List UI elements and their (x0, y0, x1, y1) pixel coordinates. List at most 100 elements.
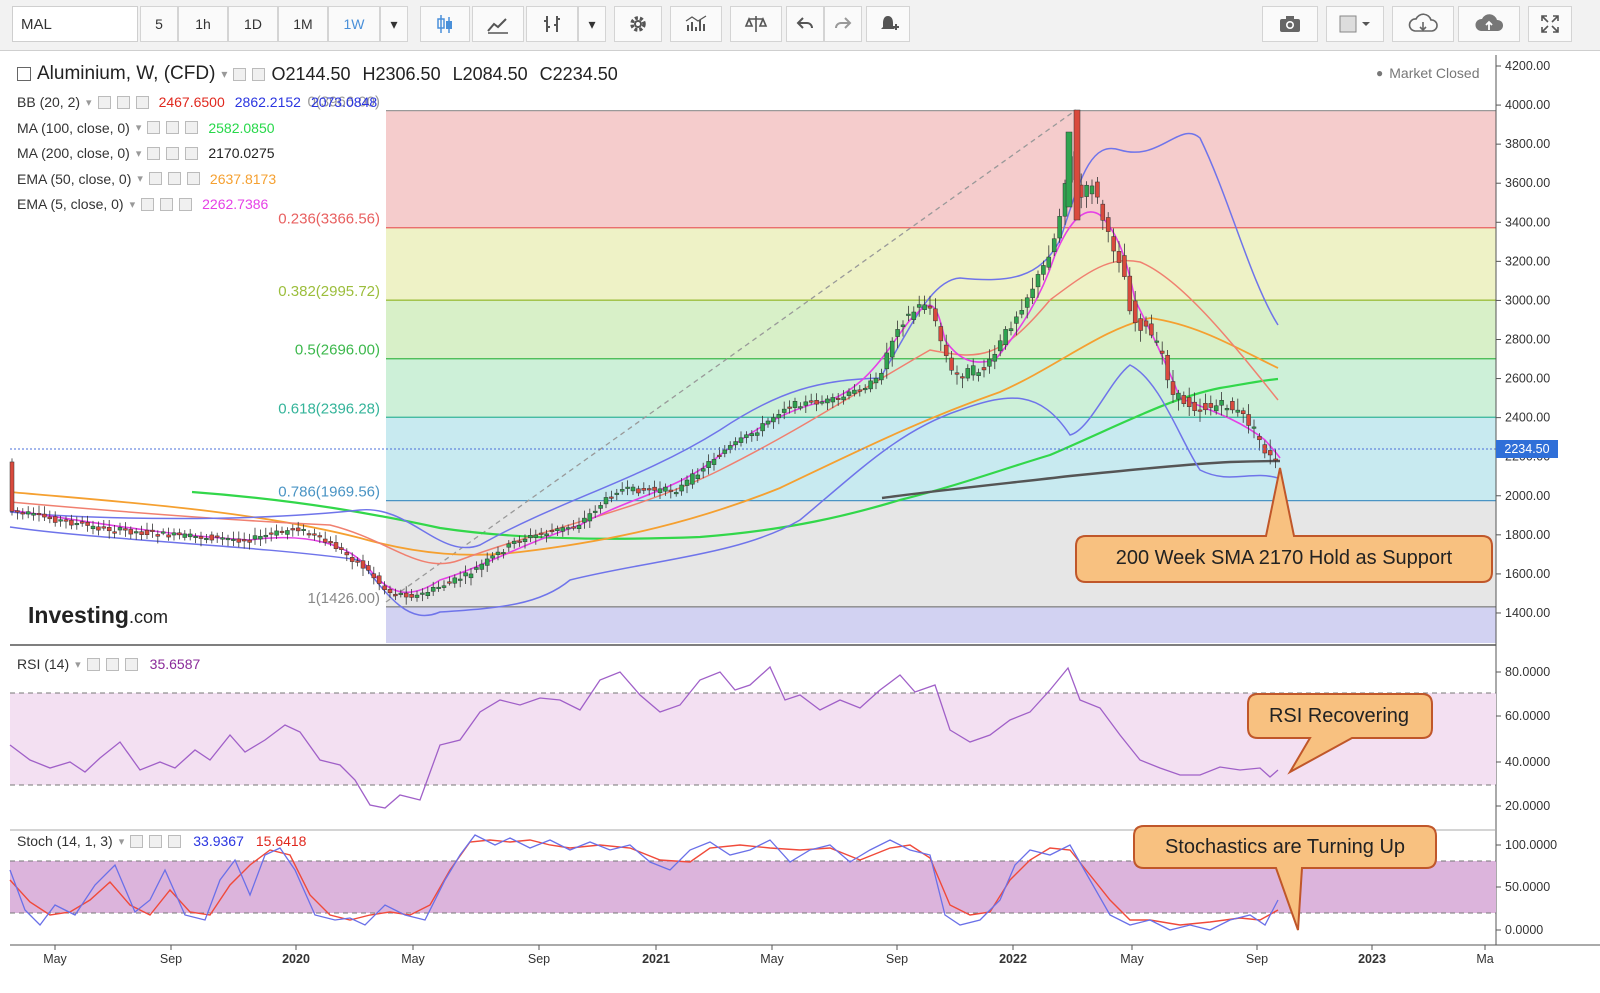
candle-body[interactable] (160, 531, 166, 534)
interval-1h-button[interactable]: 1h (178, 6, 228, 42)
candle-body[interactable] (295, 527, 301, 532)
candle-body[interactable] (47, 516, 53, 520)
visibility-toggle-icon[interactable] (86, 657, 100, 671)
candle-body[interactable] (1143, 320, 1149, 327)
candle-body[interactable] (79, 521, 85, 524)
candle-body[interactable] (290, 528, 296, 531)
candle-body[interactable] (1240, 410, 1246, 414)
close-small-icon[interactable] (168, 834, 182, 848)
candle-body[interactable] (976, 372, 981, 376)
indicator-dropdown-button[interactable]: ▾ (578, 6, 606, 42)
candle-body[interactable] (1159, 350, 1165, 354)
candle-body[interactable] (85, 522, 90, 526)
candle-body[interactable] (1154, 340, 1160, 343)
candle-body[interactable] (619, 489, 625, 492)
collapse-legend-icon[interactable] (17, 67, 31, 81)
candle-body[interactable] (522, 538, 528, 543)
candle-body[interactable] (916, 304, 922, 308)
candle-body[interactable] (862, 388, 868, 391)
candle-body[interactable] (1165, 354, 1170, 381)
candle-body[interactable] (830, 397, 836, 403)
candle-body[interactable] (1192, 401, 1197, 411)
candle-body[interactable] (646, 488, 652, 491)
indicator-button[interactable] (526, 6, 578, 42)
candle-body[interactable] (1176, 392, 1181, 400)
chart-canvas[interactable]: 0(3966.00) 0.236(3366.56) 0.382(2995.72) 0.… (0, 50, 1600, 993)
candle-body[interactable] (1203, 403, 1208, 411)
candle-body[interactable] (441, 585, 447, 588)
candle-body[interactable] (1095, 181, 1100, 198)
chevron-down-icon[interactable]: ▾ (75, 658, 81, 671)
settings-button[interactable] (614, 6, 662, 42)
candle-body[interactable] (965, 368, 971, 379)
candle-body[interactable] (614, 492, 620, 495)
candle-body[interactable] (857, 389, 863, 392)
candle-body[interactable] (457, 578, 463, 581)
candle-body[interactable] (474, 567, 479, 570)
candle-body[interactable] (58, 519, 63, 522)
interval-5-button[interactable]: 5 (140, 6, 178, 42)
candle-body[interactable] (241, 539, 247, 542)
candle-body[interactable] (15, 510, 20, 513)
candle-body[interactable] (533, 534, 539, 538)
candle-body[interactable] (96, 526, 101, 531)
interval-1w-button[interactable]: 1W (328, 6, 380, 42)
candle-body[interactable] (74, 523, 80, 526)
close-small-icon[interactable] (186, 172, 200, 185)
chevron-down-icon[interactable]: ▾ (118, 835, 125, 848)
candle-body[interactable] (214, 535, 220, 538)
settings-small-icon[interactable] (166, 121, 180, 134)
candle-body[interactable] (1035, 274, 1041, 288)
candle-body[interactable] (722, 449, 728, 454)
candle-body[interactable] (895, 329, 900, 337)
candle-body[interactable] (657, 488, 663, 493)
redo-button[interactable] (824, 6, 862, 42)
close-small-icon[interactable] (135, 95, 149, 109)
interval-dropdown-button[interactable]: ▾ (380, 6, 408, 42)
candle-body[interactable] (1273, 458, 1278, 461)
candle-body[interactable] (765, 420, 771, 425)
candle-body[interactable] (1149, 323, 1154, 336)
candle-body[interactable] (150, 529, 155, 532)
candle-body[interactable] (555, 528, 560, 531)
candle-body[interactable] (398, 592, 404, 595)
candle-body[interactable] (733, 441, 738, 446)
candle-body[interactable] (490, 555, 495, 559)
candle-body[interactable] (625, 486, 630, 489)
interval-1m-button[interactable]: 1M (278, 6, 328, 42)
candle-body[interactable] (25, 511, 31, 515)
chevron-down-icon[interactable]: ▾ (86, 96, 92, 109)
candle-body[interactable] (1186, 397, 1192, 407)
candle-body[interactable] (868, 380, 873, 390)
candle-body[interactable] (776, 414, 782, 419)
candle-body[interactable] (684, 479, 690, 486)
candle-body[interactable] (511, 540, 517, 544)
candle-body[interactable] (1219, 400, 1224, 406)
candle-body[interactable] (587, 513, 593, 522)
candle-body[interactable] (268, 532, 274, 535)
candle-body[interactable] (987, 358, 992, 367)
candle-body[interactable] (279, 530, 285, 533)
candle-body[interactable] (452, 577, 458, 584)
candle-body[interactable] (1041, 265, 1046, 275)
candle-body[interactable] (1208, 403, 1214, 408)
settings-small-icon[interactable] (167, 172, 181, 185)
candle-body[interactable] (744, 434, 749, 438)
candle-body[interactable] (992, 353, 998, 362)
candle-body[interactable] (970, 365, 976, 376)
candle-body[interactable] (906, 313, 911, 316)
candle-body[interactable] (949, 357, 954, 371)
candle-body[interactable] (700, 468, 706, 472)
candles-button[interactable] (420, 6, 470, 42)
candle-body[interactable] (468, 573, 474, 579)
cloud-upload-button[interactable] (1458, 6, 1520, 42)
undo-button[interactable] (786, 6, 824, 42)
visibility-toggle-icon[interactable] (97, 95, 111, 109)
candle-body[interactable] (1014, 316, 1019, 324)
visibility-toggle-icon[interactable] (233, 67, 247, 81)
candle-body[interactable] (571, 526, 576, 529)
candle-body[interactable] (371, 573, 377, 579)
candle-body[interactable] (549, 530, 555, 533)
candle-body[interactable] (1197, 409, 1203, 412)
candle-body[interactable] (101, 526, 107, 529)
